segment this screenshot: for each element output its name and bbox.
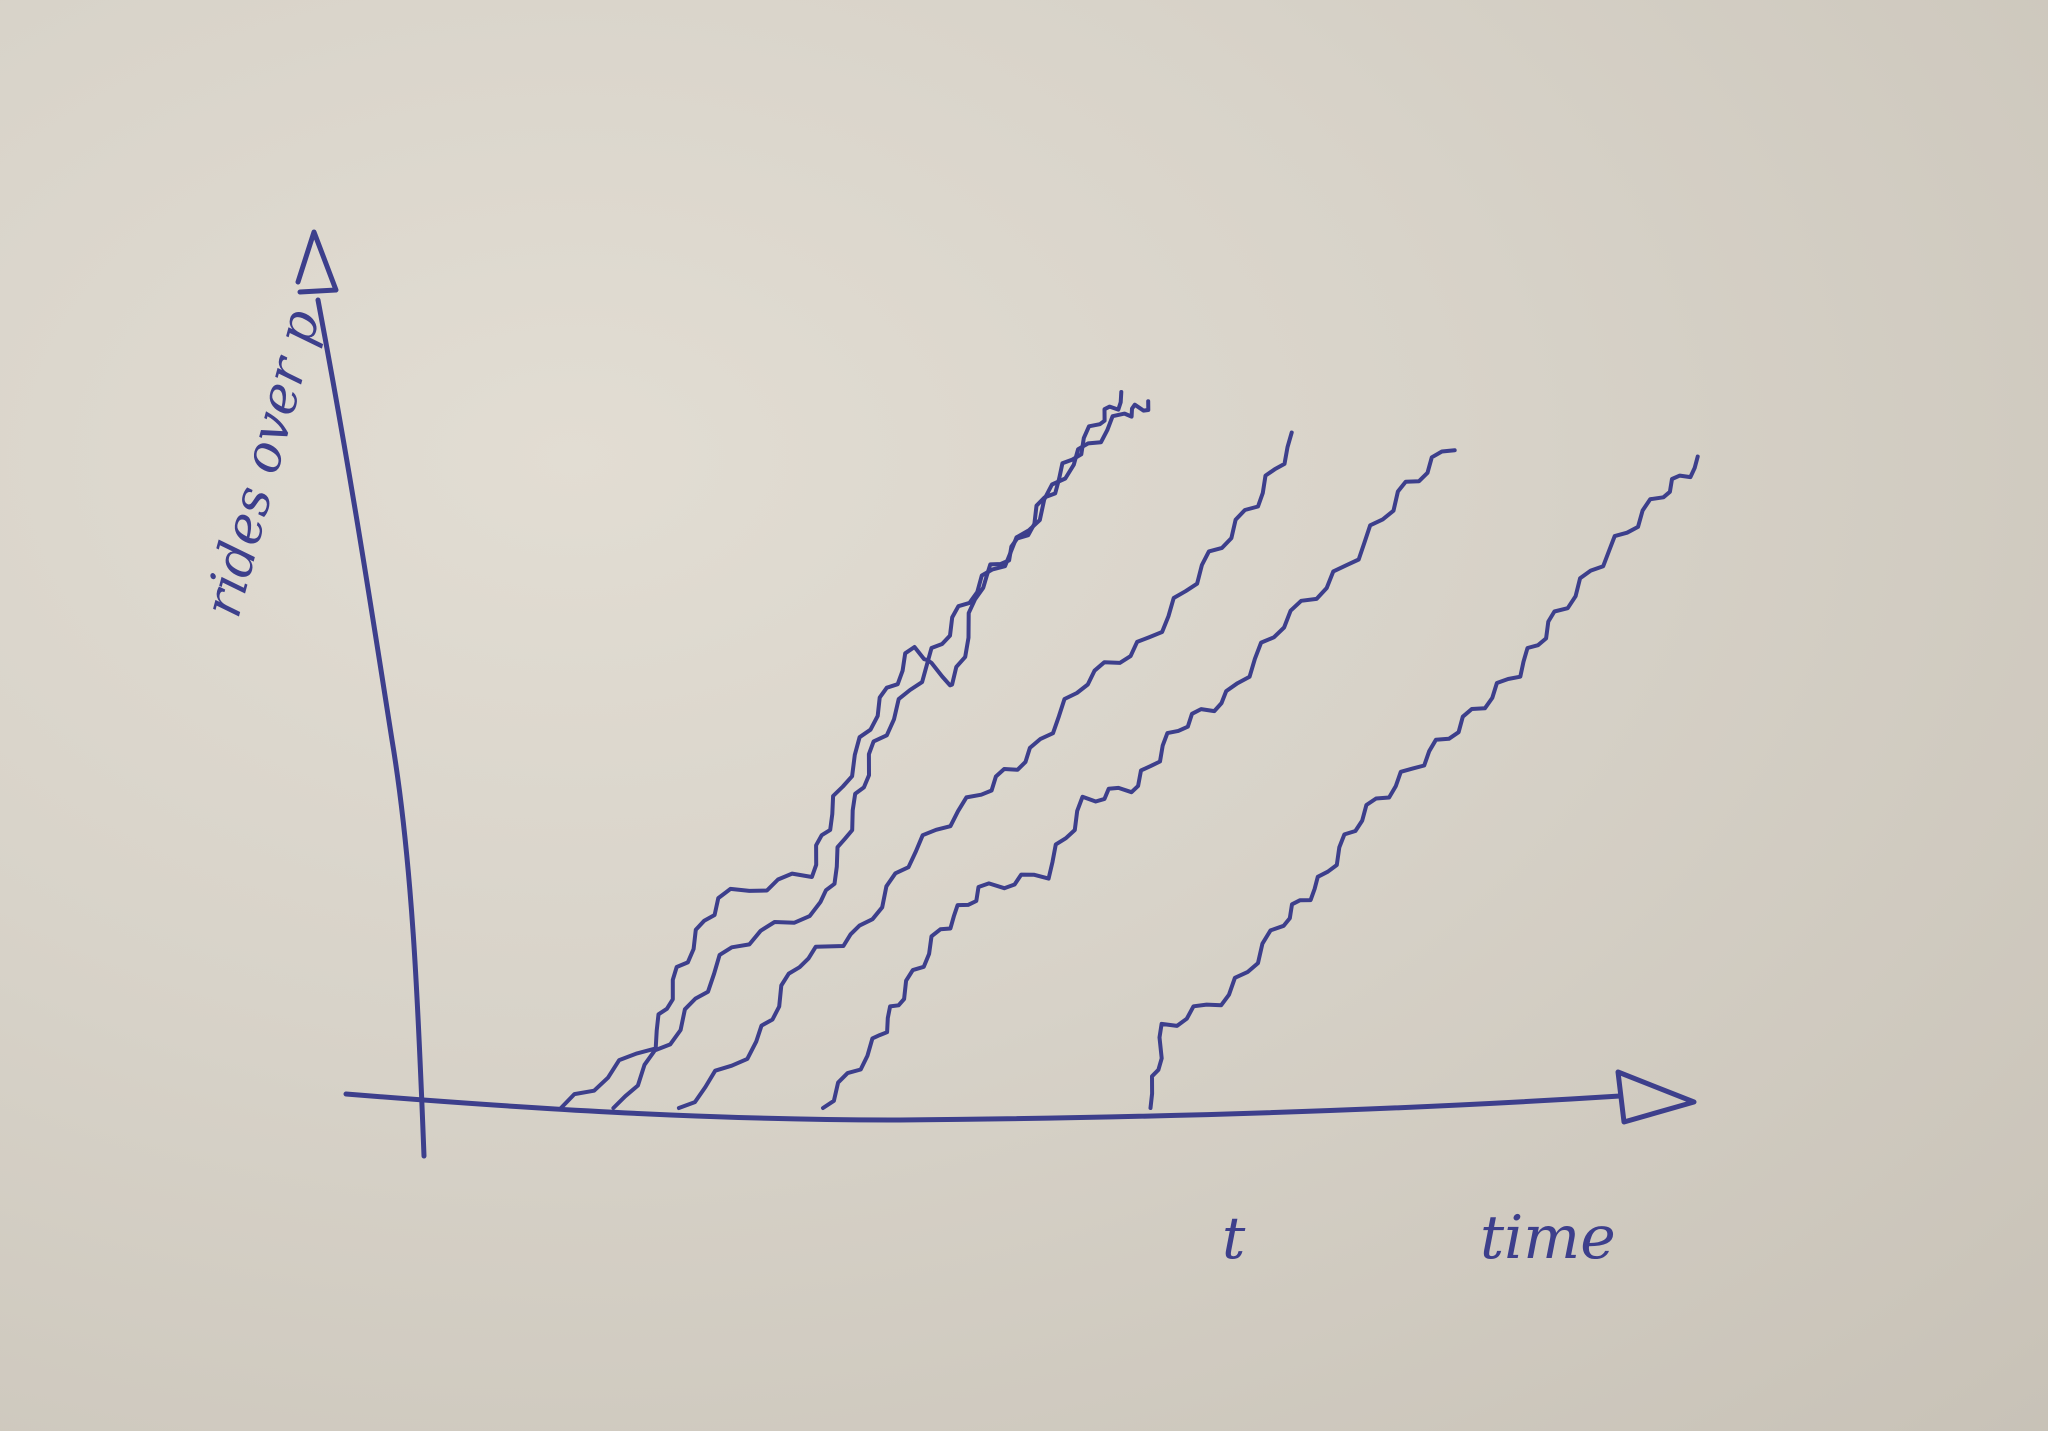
x-axis-label: time (1480, 1203, 1616, 1273)
y-axis-line (315, 297, 427, 1159)
y-axis-arrowhead-icon (295, 229, 339, 295)
x-axis-arrowhead-icon (1615, 1069, 1697, 1125)
y-axis-label: rides over p (193, 304, 332, 624)
series-group (559, 390, 1700, 1110)
series-line-4 (821, 448, 1457, 1110)
series-line-2 (611, 399, 1151, 1110)
series-line-3 (676, 430, 1294, 1110)
x-axis-line (343, 1091, 1623, 1123)
series-line-1 (559, 390, 1124, 1110)
series-line-5 (1148, 454, 1700, 1110)
x-axis-annotation: t (1222, 1204, 1246, 1272)
